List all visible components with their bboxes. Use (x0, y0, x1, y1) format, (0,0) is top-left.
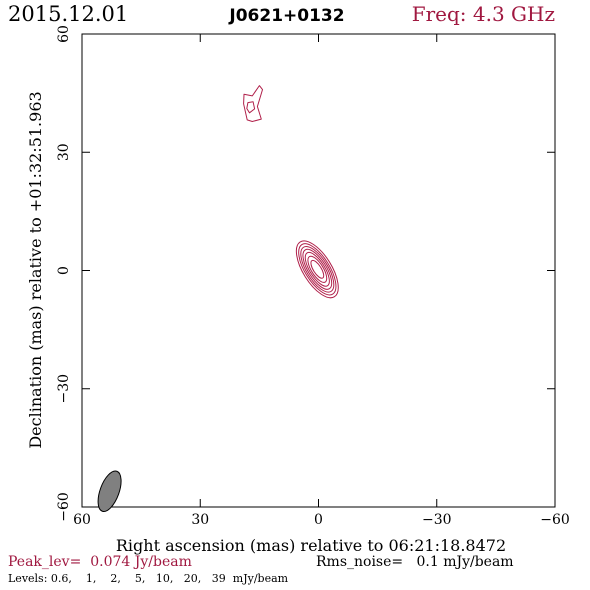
x-tick-label: 60 (73, 512, 91, 528)
north-feature-contour (246, 101, 256, 114)
x-tick-labels: 60 30 0 −30 −60 (73, 512, 570, 528)
x-tick-label: −60 (540, 512, 570, 528)
core-contour (310, 259, 325, 279)
core-contour (302, 248, 333, 290)
contour-levels: Levels: 0.6, 1, 2, 5, 10, 20, 39 mJy/bea… (8, 572, 289, 585)
y-tick-labels: −60 −30 0 30 60 (56, 25, 72, 522)
north-feature-contour (243, 85, 263, 122)
source-name: J0621+0132 (228, 6, 344, 26)
axis-ticks (81, 33, 556, 508)
y-tick-label: 30 (56, 143, 72, 161)
frequency-label: Freq: 4.3 GHz (412, 2, 555, 26)
rms-noise: Rms_noise= 0.1 mJy/beam (316, 554, 514, 570)
y-tick-label: −60 (56, 492, 72, 522)
core-contour (304, 251, 330, 287)
y-axis-label: Declination (mas) relative to +01:32:51.… (26, 91, 45, 448)
contour-lines (243, 85, 339, 299)
core-contour (307, 255, 328, 283)
core-contour (300, 246, 335, 293)
y-tick-label: −30 (56, 374, 72, 404)
x-tick-label: 0 (314, 512, 323, 528)
x-axis-label: Right ascension (mas) relative to 06:21:… (116, 536, 506, 555)
core-contour (298, 243, 337, 296)
y-tick-label: 60 (56, 25, 72, 43)
beam-ellipse (97, 470, 122, 512)
x-tick-label: 30 (191, 512, 209, 528)
beam-shape (97, 470, 122, 512)
plot-frame (81, 33, 556, 508)
core-contour (295, 240, 339, 299)
peak-level: Peak_lev= 0.074 Jy/beam (8, 554, 192, 570)
epoch-date: 2015.12.01 (8, 2, 128, 26)
y-tick-label: 0 (56, 266, 72, 275)
x-tick-label: −30 (422, 512, 452, 528)
